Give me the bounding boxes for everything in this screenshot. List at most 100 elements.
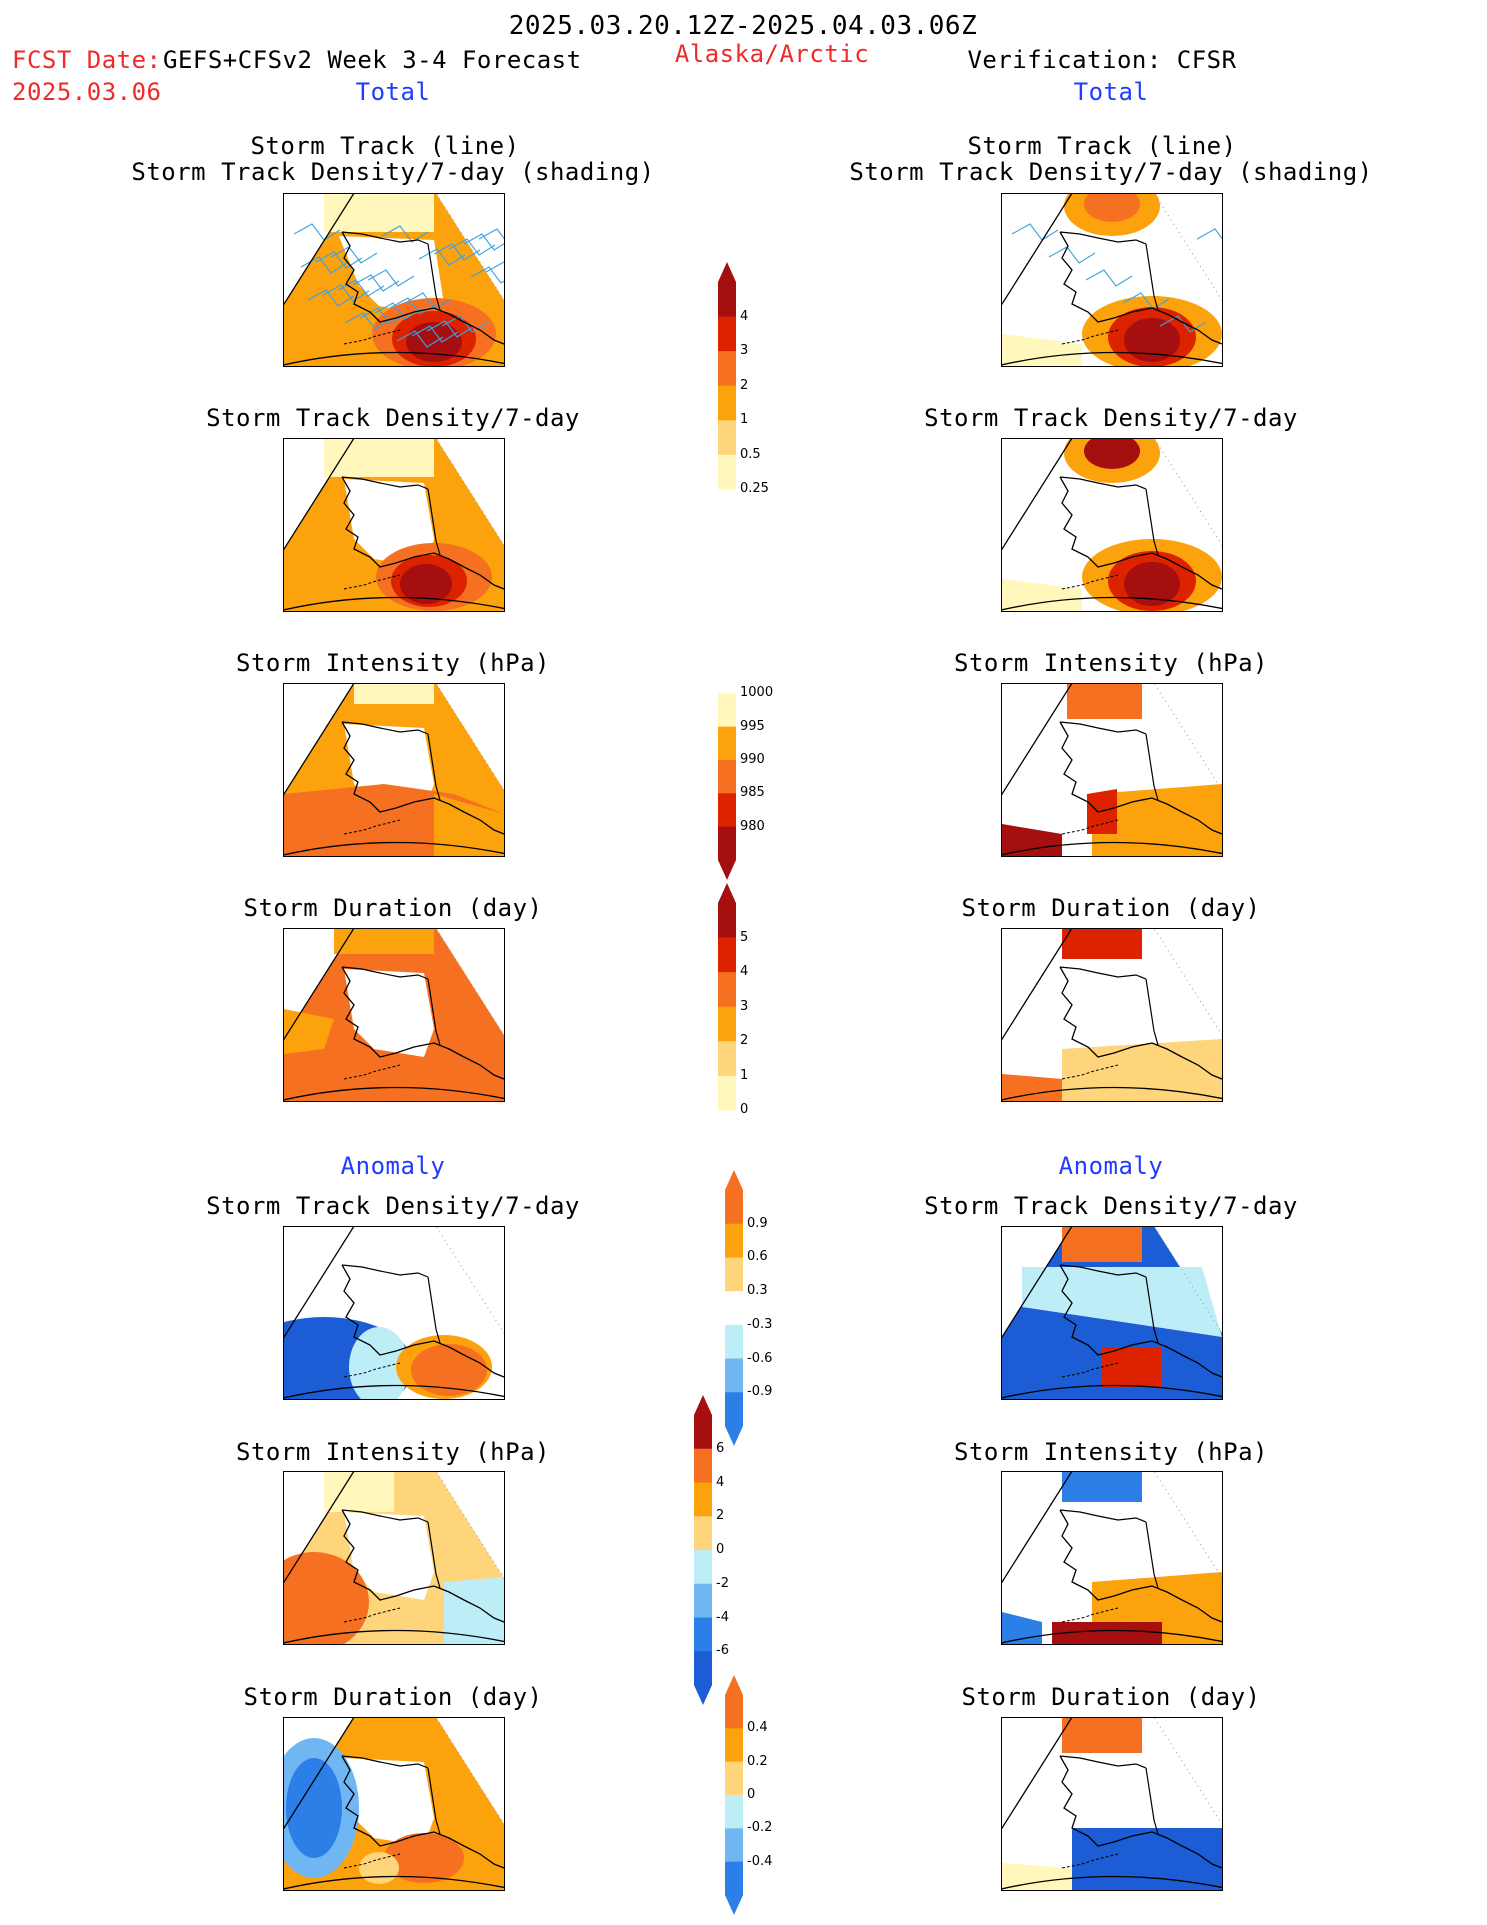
field-contour xyxy=(1002,824,1062,856)
border-line xyxy=(1145,243,1159,311)
aleutian-islands xyxy=(1061,1064,1119,1080)
no-data-area xyxy=(344,479,434,567)
border-line xyxy=(1145,488,1159,556)
map-fcst-density xyxy=(283,438,505,612)
field-contour xyxy=(1002,1612,1042,1644)
field-contour xyxy=(434,794,504,856)
aleutian-islands xyxy=(1061,1607,1119,1623)
border-line xyxy=(427,243,441,311)
colorbar-tick-label: -0.6 xyxy=(747,1350,773,1366)
domain-edge xyxy=(1002,841,1222,856)
colorbar-segment xyxy=(694,1516,712,1551)
left-duration-title: Storm Duration (day) xyxy=(243,894,543,922)
north-coast xyxy=(1059,1509,1147,1523)
colorbar-top-arrow xyxy=(718,883,736,903)
colorbar-segment xyxy=(718,1006,736,1042)
field-contour xyxy=(284,1552,369,1644)
domain-right-edge xyxy=(1153,1718,1222,1826)
coastline xyxy=(1059,721,1222,835)
storm-track-line xyxy=(293,223,341,241)
colorbar-tick-label: 0 xyxy=(716,1542,725,1557)
map-fcst-duration xyxy=(283,928,505,1102)
colorbar-segment xyxy=(718,903,736,939)
no-data-area xyxy=(344,969,434,1057)
colorbar-segment xyxy=(718,972,736,1008)
colorbar-bottom-arrow xyxy=(725,1895,743,1915)
colorbar-segment xyxy=(718,1041,736,1077)
storm-track-line xyxy=(404,292,452,310)
right-total-label: Total xyxy=(1073,78,1149,106)
colorbar-tick-label: 3 xyxy=(740,343,749,359)
colorbar-tick-label: -4 xyxy=(716,1609,729,1625)
fcst-date-label: FCST Date: xyxy=(12,46,162,74)
no-data-area xyxy=(344,1512,434,1600)
border-line xyxy=(427,1521,441,1589)
domain-right-edge xyxy=(1153,1227,1222,1335)
storm-track-line xyxy=(463,233,504,251)
colorbar-tick-label: 0.4 xyxy=(747,1720,768,1736)
north-coast xyxy=(1059,721,1147,735)
right-anom-duration-title: Storm Duration (day) xyxy=(961,1683,1261,1711)
field-contour xyxy=(1072,1828,1222,1890)
domain-right-edge xyxy=(1153,194,1222,302)
right-intensity-title: Storm Intensity (hPa) xyxy=(954,649,1268,677)
field-contour xyxy=(1062,1718,1142,1753)
field-contour xyxy=(444,1577,504,1644)
north-coast xyxy=(341,231,429,245)
domain-edge xyxy=(1002,1629,1222,1644)
domain-right-edge xyxy=(1153,439,1222,547)
storm-track-line xyxy=(411,325,459,343)
colorbar-segment xyxy=(725,1324,743,1360)
colorbar-duration-anomaly: 0.4 0.2 0 -0.2 -0.4 xyxy=(725,1675,805,1915)
colorbar-tick-label: -2 xyxy=(716,1575,729,1591)
right-track-title-1: Storm Track (line) xyxy=(967,132,1237,160)
storm-track-line xyxy=(352,274,400,292)
colorbar-top-arrow xyxy=(725,1675,743,1695)
colorbar-segment xyxy=(725,1358,743,1393)
storm-track-line xyxy=(441,315,489,333)
region-label: Alaska/Arctic xyxy=(674,40,870,68)
field-contour xyxy=(1092,784,1222,856)
coastline xyxy=(341,231,504,345)
colorbar-tick-label: 4 xyxy=(740,308,749,324)
storm-track-line xyxy=(426,320,474,338)
storm-track-line xyxy=(478,228,504,240)
storm-track-line xyxy=(1159,315,1207,333)
colorbar-segment xyxy=(725,1795,743,1829)
colorbar-tick-label: 0 xyxy=(747,1787,756,1802)
colorbar-segment xyxy=(725,1728,743,1763)
period-title: 2025.03.20.12Z-2025.04.03.06Z xyxy=(508,11,978,41)
colorbar-tick-label: -0.9 xyxy=(747,1384,773,1400)
north-coast xyxy=(341,966,429,980)
colorbar-tick-label: 1000 xyxy=(740,685,774,701)
storm-track-line xyxy=(396,330,444,348)
colorbar-segment xyxy=(694,1651,712,1686)
storm-track-line xyxy=(374,302,422,320)
colorbar-top-arrow xyxy=(725,1170,743,1190)
domain-left-edge xyxy=(284,684,355,796)
colorbar-segment xyxy=(718,420,736,456)
field-contour xyxy=(1084,439,1140,469)
forecast-name: GEFS+CFSv2 Week 3-4 Forecast xyxy=(163,46,582,74)
storm-track-line xyxy=(1085,269,1133,287)
domain-right-edge xyxy=(435,1472,504,1580)
field-contour xyxy=(1067,684,1142,719)
colorbar-tick-label: 0.3 xyxy=(747,1283,768,1299)
colorbar-segment xyxy=(725,1392,743,1427)
colorbar-segment xyxy=(718,282,736,318)
colorbar-segment xyxy=(694,1448,712,1483)
colorbar-segment xyxy=(718,316,736,352)
right-anom-density-title: Storm Track Density/7-day xyxy=(924,1192,1298,1220)
border-line xyxy=(1145,1767,1159,1835)
left-anom-density-title: Storm Track Density/7-day xyxy=(206,1192,580,1220)
colorbar-segment xyxy=(718,760,736,794)
colorbar-tick-label: 0.9 xyxy=(747,1215,768,1231)
colorbar-tick-label: 985 xyxy=(740,785,765,801)
border-line xyxy=(427,978,441,1046)
colorbar-segment xyxy=(725,1190,743,1225)
field-contour xyxy=(384,1833,464,1883)
domain-right-edge xyxy=(1153,684,1222,792)
map-fcst-anom-density xyxy=(283,1226,505,1400)
north-coast xyxy=(1059,1755,1147,1769)
colorbar-tick-label: 2 xyxy=(740,1033,749,1049)
